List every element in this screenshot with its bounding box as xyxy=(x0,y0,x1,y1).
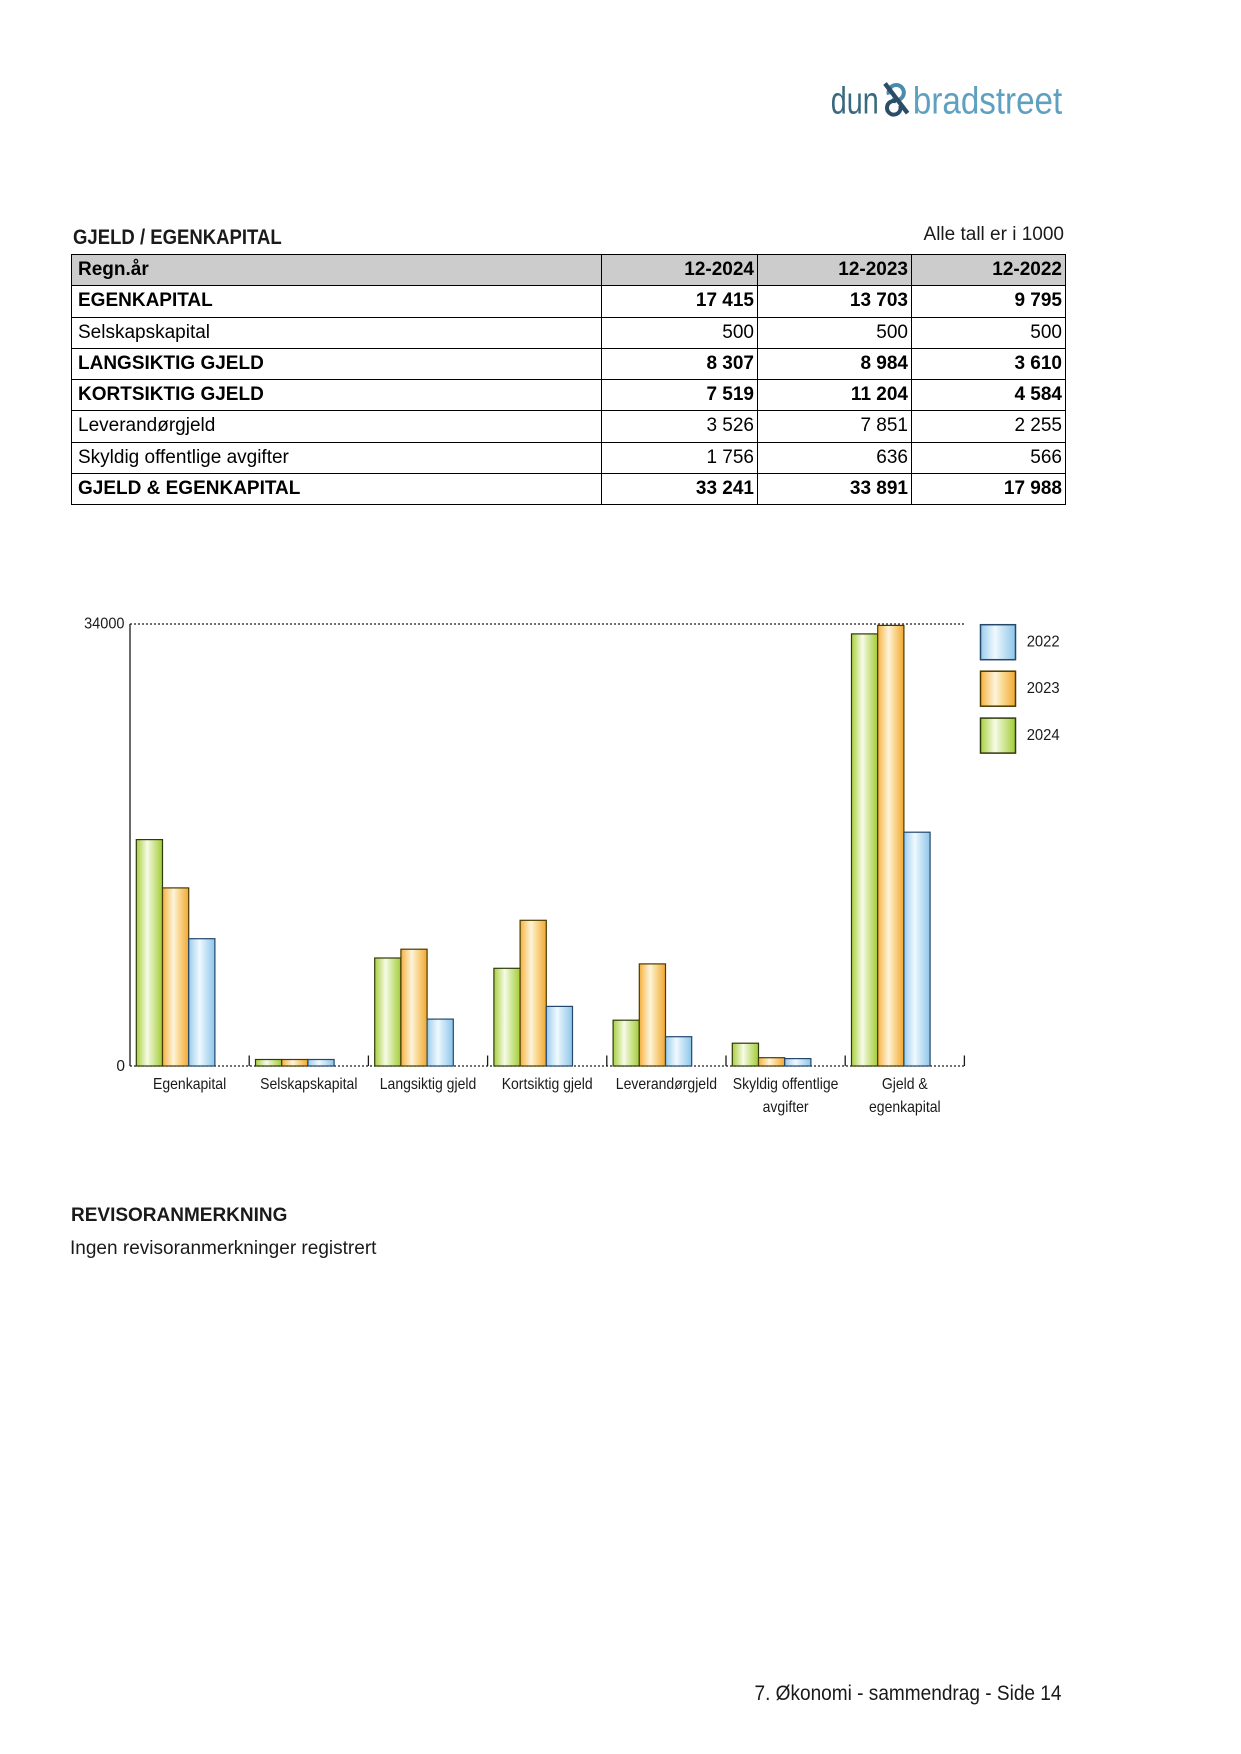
svg-text:avgifter: avgifter xyxy=(763,1099,809,1116)
svg-text:2024: 2024 xyxy=(1027,727,1060,744)
svg-text:bradstreet: bradstreet xyxy=(913,80,1063,122)
svg-text:Selskapskapital: Selskapskapital xyxy=(260,1076,357,1093)
svg-text:Kortsiktig gjeld: Kortsiktig gjeld xyxy=(502,1076,593,1093)
svg-text:egenkapital: egenkapital xyxy=(869,1099,941,1116)
svg-text:dun: dun xyxy=(831,80,879,122)
svg-text:34000: 34000 xyxy=(84,616,125,633)
svg-text:Leverandørgjeld: Leverandørgjeld xyxy=(616,1076,717,1093)
svg-text:Egenkapital: Egenkapital xyxy=(153,1076,226,1093)
svg-text:Skyldig offentlige: Skyldig offentlige xyxy=(733,1076,839,1093)
svg-text:Langsiktig gjeld: Langsiktig gjeld xyxy=(380,1076,477,1093)
svg-text:2022: 2022 xyxy=(1027,633,1060,650)
svg-text:Gjeld &: Gjeld & xyxy=(882,1076,928,1093)
svg-text:0: 0 xyxy=(116,1058,125,1075)
svg-text:2023: 2023 xyxy=(1027,680,1060,697)
